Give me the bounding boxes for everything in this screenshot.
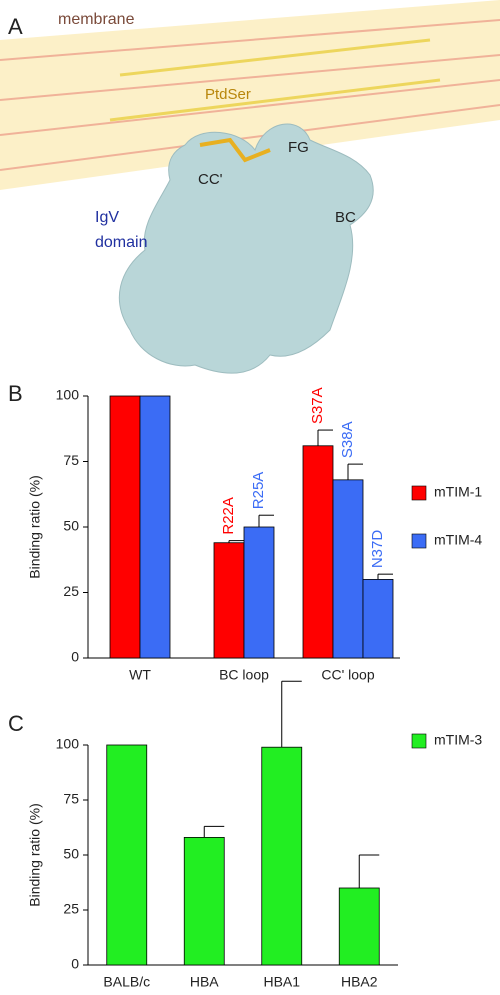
- legend-swatch: [411, 485, 427, 501]
- x-tick-label: CC' loop: [321, 667, 374, 683]
- protein-surface: [118, 123, 374, 374]
- bar-label: N37D: [369, 530, 386, 569]
- lipid-tails: [109, 38, 441, 122]
- bar: [362, 579, 394, 659]
- bar-label: S38A: [339, 421, 356, 458]
- y-tick-label: 25: [63, 583, 79, 599]
- legend-label: mTIM-3: [434, 732, 482, 748]
- x-tick-label: HBA2: [341, 974, 378, 990]
- x-tick-label: HBA: [190, 974, 219, 990]
- bar-label: R22A: [220, 497, 237, 535]
- x-tick-label: BALB/c: [103, 974, 150, 990]
- legend-label: mTIM-4: [434, 532, 482, 548]
- bar-label: S37A: [309, 387, 326, 424]
- bar: [338, 887, 380, 966]
- domain-label: IgV: [95, 209, 119, 226]
- x-tick-label: HBA1: [263, 974, 300, 990]
- y-tick-label: 100: [56, 736, 80, 752]
- bar: [302, 445, 334, 659]
- bar: [139, 395, 171, 659]
- y-tick-label: 0: [71, 956, 79, 972]
- panel-letter: A: [8, 14, 23, 39]
- y-axis-title: Binding ratio (%): [27, 475, 43, 579]
- legend-swatch: [411, 533, 427, 549]
- domain-label: domain: [95, 234, 147, 251]
- legend-label: mTIM-1: [434, 484, 482, 500]
- bar: [109, 395, 141, 659]
- y-tick-label: 75: [63, 452, 79, 468]
- y-tick-label: 25: [63, 901, 79, 917]
- panel-letter: C: [8, 711, 24, 736]
- y-tick-label: 50: [63, 846, 79, 862]
- loop-label: BC: [335, 209, 356, 226]
- panel-a: A membrane PtdSer FG CC' BC IgV domain: [0, 0, 500, 374]
- x-tick-label: BC loop: [219, 667, 269, 683]
- y-tick-label: 50: [63, 518, 79, 534]
- bar: [183, 837, 225, 966]
- bar: [106, 744, 148, 966]
- ptdser-molecule: [199, 137, 271, 163]
- bar: [213, 542, 245, 659]
- legend-swatch: [411, 733, 427, 749]
- bar: [243, 526, 275, 659]
- loop-label: CC': [198, 171, 223, 188]
- x-tick-label: WT: [129, 667, 151, 683]
- bar: [332, 479, 364, 659]
- y-tick-label: 0: [71, 649, 79, 665]
- y-tick-label: 100: [56, 387, 80, 403]
- bar-label: R25A: [250, 472, 267, 510]
- lipid-lines: [0, 19, 500, 171]
- lipid-label: PtdSer: [205, 86, 251, 103]
- panel-letter: B: [8, 381, 23, 406]
- membrane-label: membrane: [58, 11, 135, 28]
- loop-label: FG: [288, 139, 309, 156]
- y-tick-label: 75: [63, 791, 79, 807]
- bar: [261, 746, 303, 966]
- y-axis-title: Binding ratio (%): [27, 803, 43, 907]
